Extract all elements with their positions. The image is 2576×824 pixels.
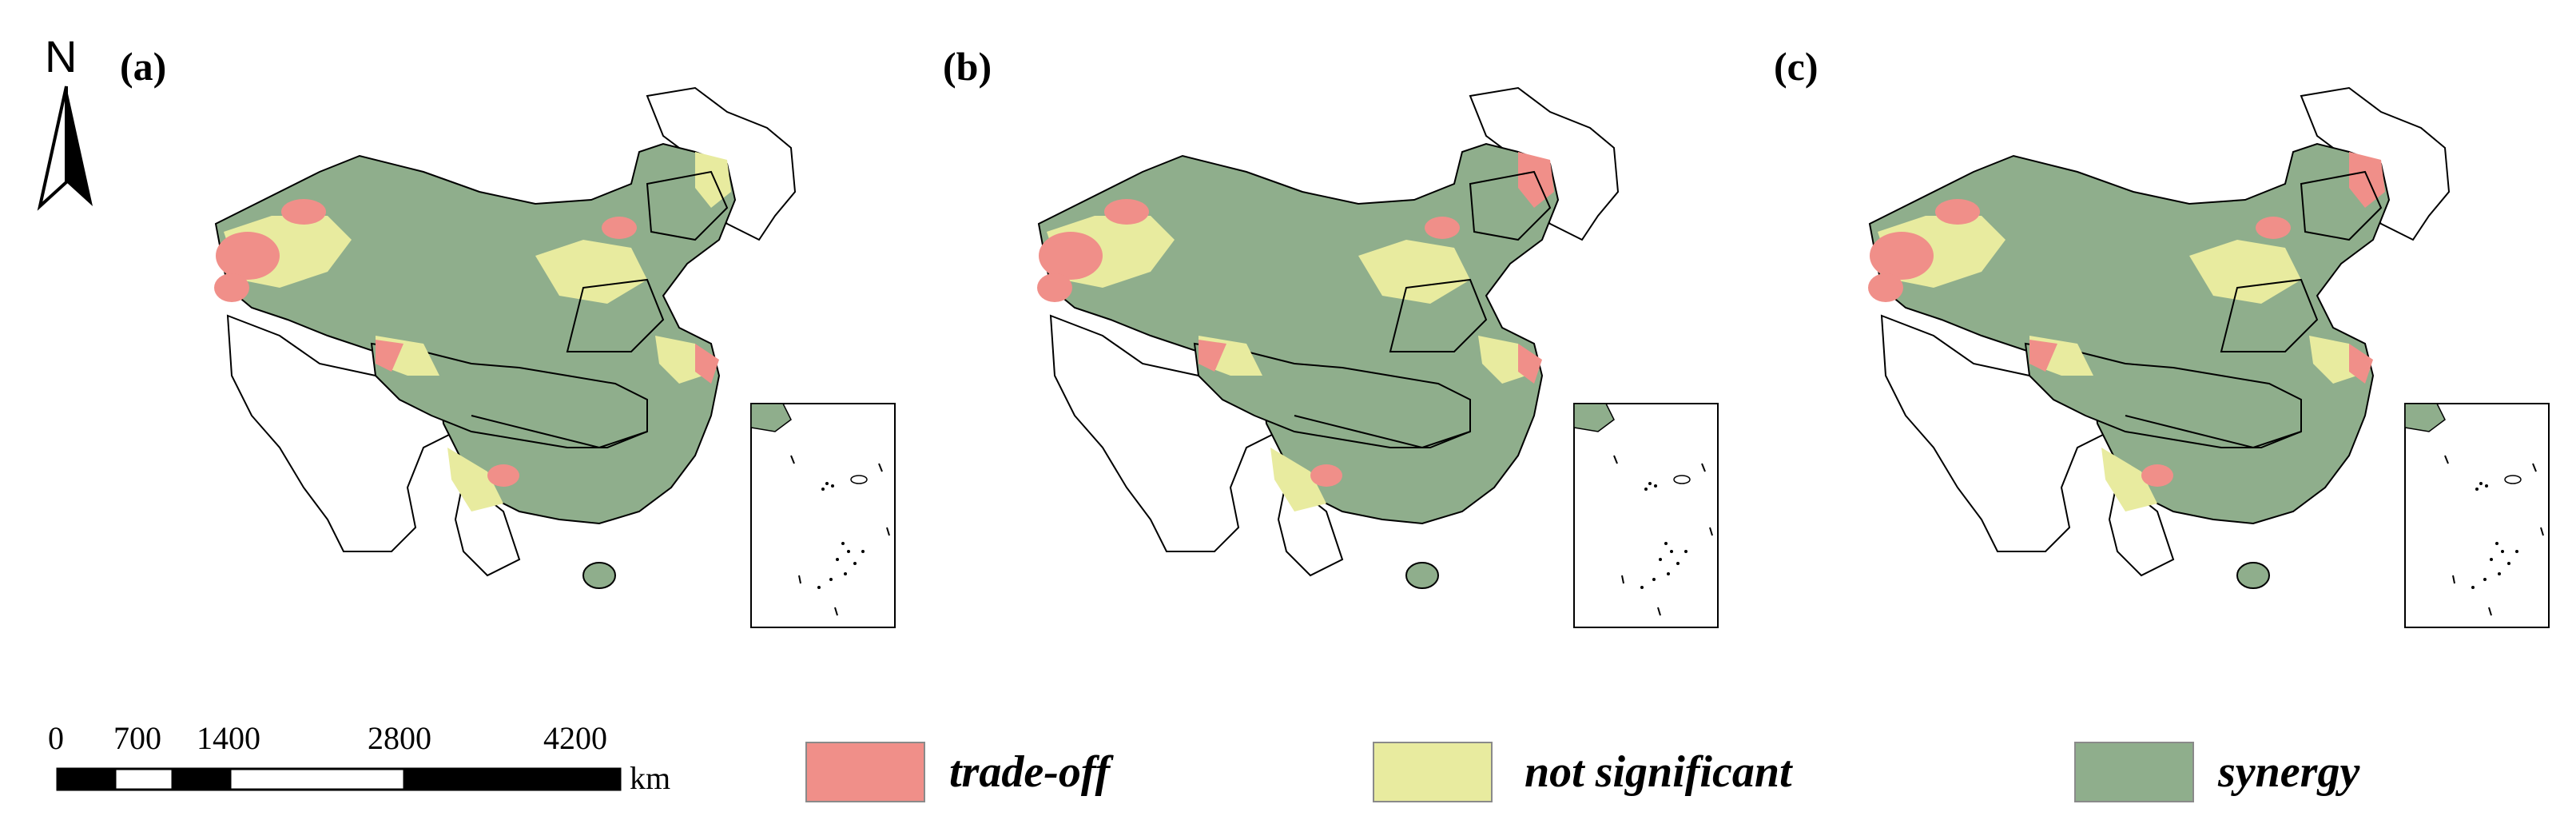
map-graphic bbox=[1037, 86, 1719, 628]
legend-swatch-trade-off bbox=[805, 742, 925, 802]
panel-label: (b) bbox=[943, 44, 992, 89]
map-panel-b: (b) bbox=[911, 0, 1742, 655]
map-graphic bbox=[214, 86, 896, 628]
scale-bar-graphic bbox=[56, 767, 622, 791]
map-graphic bbox=[1868, 86, 2550, 628]
legend-label-trade-off: trade-off bbox=[949, 747, 1111, 797]
scale-tick-700: 700 bbox=[113, 720, 161, 756]
map-panel-c: (c) bbox=[1742, 0, 2573, 655]
panel-label: (a) bbox=[120, 44, 167, 89]
panel-label: (c) bbox=[1774, 44, 1819, 89]
scale-tick-4200: 4200 bbox=[543, 720, 607, 756]
map-panel-a: (a) bbox=[88, 0, 919, 655]
legend-swatch-not-significant bbox=[1373, 742, 1493, 802]
legend-item-trade-off: trade-off bbox=[805, 742, 1205, 802]
scale-tick-2800: 2800 bbox=[368, 720, 431, 756]
scale-unit: km bbox=[630, 760, 671, 796]
scale-tick-0: 0 bbox=[48, 720, 64, 756]
legend-item-synergy: synergy bbox=[2074, 742, 2474, 802]
north-arrow-icon bbox=[37, 86, 93, 211]
scale-tick-1400: 1400 bbox=[197, 720, 260, 756]
legend-swatch-synergy bbox=[2074, 742, 2194, 802]
legend-label-not-significant: not significant bbox=[1525, 747, 1792, 797]
legend-label-synergy: synergy bbox=[2218, 747, 2360, 797]
scale-bar: 0 700 1400 2800 4200 km bbox=[48, 719, 670, 799]
north-label: N bbox=[45, 31, 78, 82]
legend-item-not-significant: not significant bbox=[1373, 742, 1932, 802]
